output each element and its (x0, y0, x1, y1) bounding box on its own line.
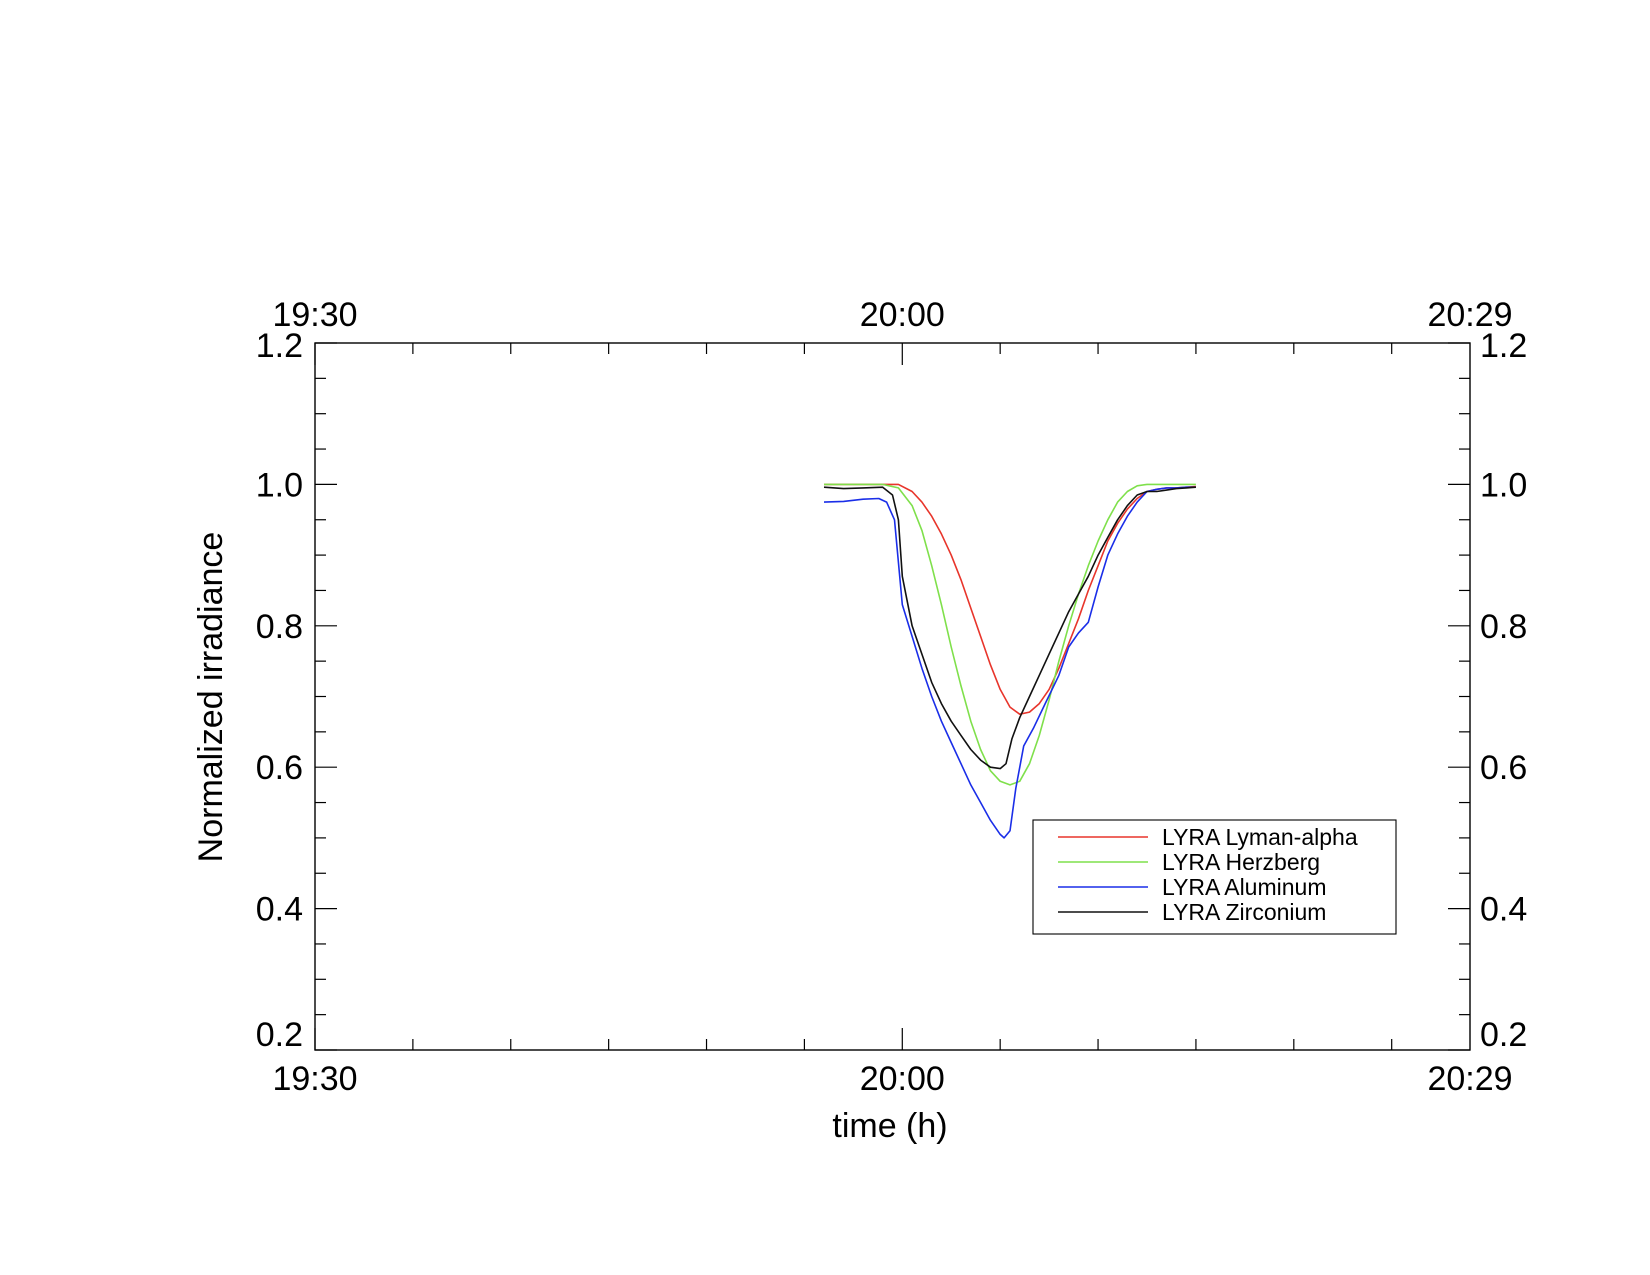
y-tick-label-right: 1.2 (1480, 327, 1527, 365)
series-line-lyra-zirconium (823, 486, 1196, 770)
y-tick-label-right: 1.0 (1480, 466, 1527, 504)
series-line-lyra-aluminum (823, 486, 1196, 839)
y-tick-label-left: 0.6 (256, 749, 303, 787)
axis-ticks (314, 342, 1470, 1051)
legend-label: LYRA Lyman-alpha (1162, 824, 1358, 850)
x-axis-title: time (h) (832, 1107, 947, 1145)
tick-labels: 0.2 0.20.4 0.40.6 0.60.8 0.81.0 1.01.2 1.219:3… (256, 296, 1528, 1098)
y-tick-label-left: 0.2 (256, 1016, 303, 1054)
y-tick-label-right: 0.8 (1480, 608, 1527, 646)
x-tick-label-top: 19:30 (272, 296, 357, 334)
data-lines (823, 483, 1196, 839)
y-tick-label-right: 0.4 (1480, 891, 1527, 929)
legend-label: LYRA Zirconium (1162, 899, 1326, 925)
series-line-lyra-lyman-alpha (824, 483, 1196, 716)
y-tick-label-left: 1.2 (256, 327, 303, 365)
x-tick-label-bottom: 19:30 (272, 1060, 357, 1098)
x-tick-label-bottom: 20:29 (1427, 1060, 1512, 1098)
y-tick-label-right: 0.6 (1480, 749, 1527, 787)
x-tick-label-top: 20:29 (1427, 296, 1512, 334)
legend-label: LYRA Aluminum (1162, 874, 1326, 900)
plot-frame (314, 342, 1471, 1051)
y-tick-label-left: 0.8 (256, 608, 303, 646)
y-axis-title: Normalized irradiance (192, 532, 230, 863)
y-tick-label-left: 1.0 (256, 466, 303, 504)
legend-label: LYRA Herzberg (1162, 849, 1320, 875)
x-tick-label-bottom: 20:00 (860, 1060, 945, 1098)
y-tick-label-left: 0.4 (256, 891, 303, 929)
x-tick-label-top: 20:00 (860, 296, 945, 334)
series-line-lyra-herzberg (824, 483, 1196, 786)
legend-box (1032, 819, 1397, 935)
y-tick-label-right: 0.2 (1480, 1016, 1527, 1054)
